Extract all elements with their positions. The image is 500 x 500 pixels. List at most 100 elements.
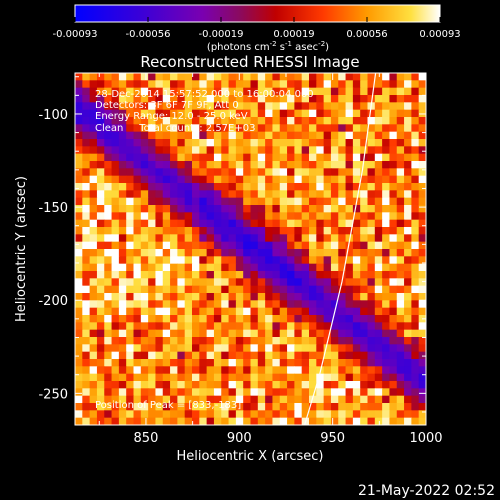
heatmap-cell xyxy=(404,131,412,140)
heatmap-cell xyxy=(82,249,91,257)
heatmap-cell xyxy=(140,344,149,353)
heatmap-cell xyxy=(272,95,281,103)
heatmap-cell xyxy=(382,146,391,155)
heatmap-cell xyxy=(279,109,288,118)
heatmap-cell xyxy=(140,410,149,419)
heatmap-cell xyxy=(257,153,266,162)
heatmap-cell xyxy=(75,227,83,235)
heatmap-cell xyxy=(352,102,361,111)
heatmap-cell xyxy=(104,80,113,89)
heatmap-cell xyxy=(82,322,91,331)
heatmap-cell xyxy=(257,366,266,375)
heatmap-cell xyxy=(118,190,127,199)
heatmap-cell xyxy=(294,146,303,155)
heatmap-cell xyxy=(228,337,237,345)
info-detectors: Detectors: 3F 6F 7F 9F, Att 0 xyxy=(95,100,239,111)
heatmap-cell xyxy=(404,300,412,309)
heatmap-cell xyxy=(155,278,164,287)
heatmap-cell xyxy=(265,329,274,338)
heatmap-cell xyxy=(133,109,142,118)
heatmap-cell xyxy=(294,80,303,89)
heatmap-cell xyxy=(389,417,398,425)
heatmap-cell xyxy=(213,307,222,316)
heatmap-cell xyxy=(323,95,332,103)
heatmap-cell xyxy=(382,322,391,331)
heatmap-cell xyxy=(382,249,391,257)
heatmap-cell xyxy=(89,256,98,265)
heatmap-cell xyxy=(352,139,361,147)
heatmap-cell xyxy=(96,256,105,265)
heatmap-cell xyxy=(294,417,303,425)
heatmap-cell xyxy=(213,344,222,353)
heatmap-cell xyxy=(170,403,178,411)
heatmap-cell xyxy=(96,190,105,199)
heatmap-cell xyxy=(345,219,354,228)
heatmap-cell xyxy=(96,337,105,345)
heatmap-cell xyxy=(316,212,325,221)
heatmap-cell xyxy=(374,256,383,265)
heatmap-cell xyxy=(118,161,127,169)
heatmap-cell xyxy=(323,117,332,125)
heatmap-cell xyxy=(279,80,288,89)
heatmap-cell xyxy=(221,95,230,103)
heatmap-cell xyxy=(323,410,332,419)
heatmap-cell xyxy=(243,241,252,250)
heatmap-cell xyxy=(243,293,252,301)
heatmap-cell xyxy=(162,241,171,250)
heatmap-cell xyxy=(309,212,317,221)
heatmap-cell xyxy=(126,131,135,140)
heatmap-cell xyxy=(279,234,288,243)
heatmap-cell xyxy=(192,403,200,411)
heatmap-cell xyxy=(345,249,354,257)
heatmap-cell xyxy=(272,102,281,111)
heatmap-cell xyxy=(367,190,376,199)
heatmap-cell xyxy=(404,109,412,118)
heatmap-cell xyxy=(279,175,288,184)
heatmap-cell xyxy=(404,344,412,353)
heatmap-cell xyxy=(301,256,310,265)
heatmap-cell xyxy=(192,95,200,103)
heatmap-cell xyxy=(177,153,186,162)
heatmap-cell xyxy=(126,102,135,111)
heatmap-cell xyxy=(316,351,325,360)
heatmap-cell xyxy=(272,153,281,162)
heatmap-cell xyxy=(389,366,398,375)
heatmap-cell xyxy=(374,183,383,191)
heatmap-cell xyxy=(301,322,310,331)
heatmap-cell xyxy=(382,183,391,191)
heatmap-cell xyxy=(104,351,113,360)
heatmap-cell xyxy=(155,417,164,425)
heatmap-cell xyxy=(155,87,164,96)
heatmap-cell xyxy=(213,139,222,147)
heatmap-cell xyxy=(404,322,412,331)
heatmap-cell xyxy=(82,168,91,177)
heatmap-cell xyxy=(323,395,332,404)
heatmap-cell xyxy=(148,403,157,411)
heatmap-cell xyxy=(250,329,259,338)
heatmap-cell xyxy=(126,351,135,360)
heatmap-cell xyxy=(338,197,347,206)
heatmap-cell xyxy=(338,87,347,96)
heatmap-cell xyxy=(170,278,178,287)
heatmap-cell xyxy=(418,183,426,191)
heatmap-cell xyxy=(404,373,412,382)
heatmap-cell xyxy=(89,337,98,345)
colorbar-tick-label: -0.00019 xyxy=(199,29,244,40)
heatmap-cell xyxy=(199,131,208,140)
heatmap-cell xyxy=(206,175,215,184)
heatmap-cell xyxy=(250,241,259,250)
heatmap-cell xyxy=(155,388,164,397)
heatmap-cell xyxy=(184,351,193,360)
heatmap-cell xyxy=(170,359,178,367)
heatmap-cell xyxy=(272,117,281,125)
heatmap-cell xyxy=(411,197,420,206)
heatmap-cell xyxy=(352,381,361,389)
heatmap-cell xyxy=(243,307,252,316)
heatmap-cell xyxy=(170,205,178,213)
heatmap-cell xyxy=(309,131,317,140)
heatmap-cell xyxy=(177,307,186,316)
heatmap-cell xyxy=(265,205,274,213)
heatmap-cell xyxy=(338,329,347,338)
heatmap-cell xyxy=(396,146,405,155)
heatmap-cell xyxy=(184,315,193,323)
